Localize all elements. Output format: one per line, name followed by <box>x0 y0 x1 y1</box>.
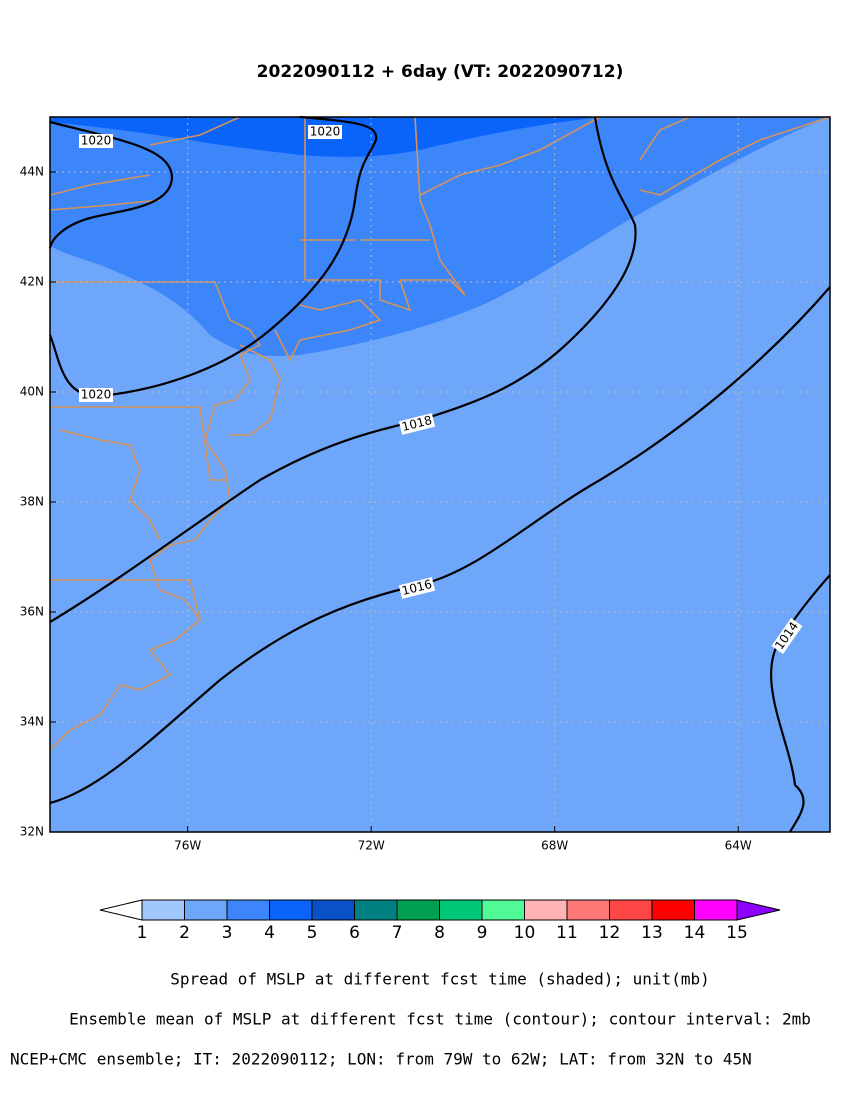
x-tick-label: 72W <box>358 839 385 853</box>
colorbar-box <box>651 899 695 921</box>
contour-label: 1020 <box>79 388 113 402</box>
y-tick-label: 44N <box>20 165 44 179</box>
colorbar-box <box>184 899 228 921</box>
contour-line <box>48 120 174 249</box>
colorbar-label: 15 <box>726 923 748 943</box>
map-frame <box>49 116 831 833</box>
contour-label: 1020 <box>79 134 113 148</box>
contour-label: 1018 <box>398 413 436 435</box>
colorbar-label: 3 <box>222 923 233 943</box>
contour-line <box>49 116 637 623</box>
colorbar-label: 13 <box>641 923 663 943</box>
contour-label-bg <box>79 388 113 402</box>
contour-label: 1020 <box>308 125 342 139</box>
colorbar-over <box>736 899 781 921</box>
caption: Ensemble mean of MSLP at different fcst … <box>69 1010 811 1029</box>
colorbar-label: 4 <box>264 923 275 943</box>
contour-label-text: 1020 <box>81 134 112 148</box>
contour-label-bg <box>79 134 113 148</box>
colorbar-label: 6 <box>349 923 360 943</box>
colorbar-box <box>524 899 568 921</box>
contour-label-bg <box>398 577 436 599</box>
colorbar-box <box>566 899 610 921</box>
contour-label-bg <box>398 413 436 435</box>
colorbar-box <box>694 899 738 921</box>
colorbar-box <box>354 899 398 921</box>
colorbar-under <box>99 899 143 921</box>
colorbar-label: 8 <box>434 923 445 943</box>
colorbar-label: 14 <box>684 923 706 943</box>
colorbar-box <box>226 899 270 921</box>
contour-label: 1016 <box>398 577 436 599</box>
title: 2022090112 + 6day (VT: 2022090712) <box>257 62 624 82</box>
y-tick-label: 36N <box>20 605 44 619</box>
x-tick-label: 68W <box>541 839 568 853</box>
colorbar-label: 9 <box>477 923 488 943</box>
colorbar-box <box>439 899 483 921</box>
y-tick-label: 38N <box>20 495 44 509</box>
contour-label-text: 1020 <box>81 388 112 402</box>
y-tick-label: 34N <box>20 715 44 729</box>
contour-label-bg <box>308 125 342 139</box>
colorbar-box <box>396 899 440 921</box>
colorbar-label: 5 <box>307 923 318 943</box>
colorbar-box <box>311 899 355 921</box>
y-tick-label: 32N <box>20 825 44 839</box>
colorbar-label: 12 <box>599 923 621 943</box>
colorbar-box <box>269 899 313 921</box>
colorbar-label: 11 <box>556 923 578 943</box>
y-tick-label: 42N <box>20 275 44 289</box>
x-tick-label: 76W <box>174 839 201 853</box>
contour-label-bg <box>771 618 803 654</box>
x-tick-label: 64W <box>725 839 752 853</box>
contour-label-text: 1020 <box>310 125 341 139</box>
spread-region <box>50 117 830 356</box>
colorbar-box <box>141 899 185 921</box>
colorbar-label: 1 <box>137 923 148 943</box>
colorbar-label: 7 <box>392 923 403 943</box>
colorbar-box <box>481 899 525 921</box>
colorbar-label: 10 <box>514 923 536 943</box>
y-tick-label: 40N <box>20 385 44 399</box>
coastlines <box>49 116 831 751</box>
colorbar-box <box>609 899 653 921</box>
caption: Spread of MSLP at different fcst time (s… <box>170 970 709 989</box>
caption: NCEP+CMC ensemble; IT: 2022090112; LON: … <box>10 1050 752 1069</box>
colorbar-label: 2 <box>179 923 190 943</box>
contour-line <box>770 574 831 833</box>
